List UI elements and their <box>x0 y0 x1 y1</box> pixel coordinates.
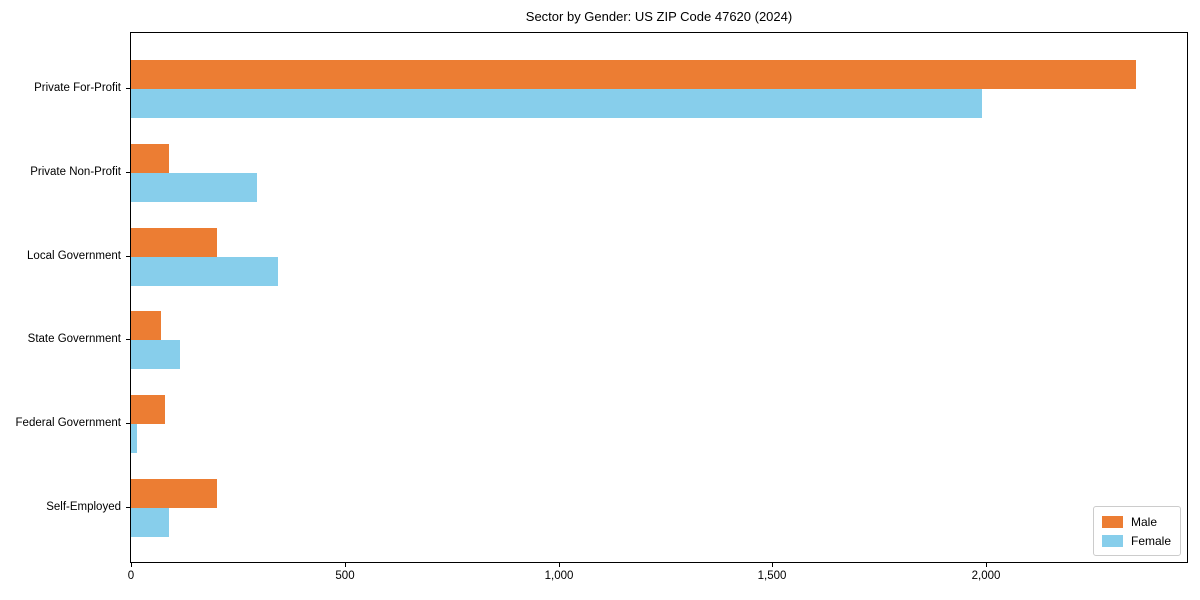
legend-entry-female: Female <box>1101 531 1171 550</box>
x-tick-label-1-500: 1,500 <box>757 570 787 582</box>
plot-area <box>130 32 1188 563</box>
bar-male-local-government <box>131 228 217 257</box>
bar-female-private-for-profit <box>131 89 982 118</box>
bar-male-federal-government <box>131 395 165 424</box>
x-tick-mark <box>131 563 132 567</box>
x-tick-mark <box>772 563 773 567</box>
bar-female-state-government <box>131 340 180 369</box>
y-tick-label-local-government: Local Government <box>27 250 121 262</box>
y-tick-mark <box>126 88 130 89</box>
bar-female-self-employed <box>131 508 169 537</box>
bar-male-self-employed <box>131 479 217 508</box>
legend-swatch-female <box>1101 534 1123 547</box>
y-tick-label-private-for-profit: Private For-Profit <box>34 82 121 94</box>
x-tick-mark <box>559 563 560 567</box>
legend-entry-male: Male <box>1101 512 1171 531</box>
y-tick-label-private-non-profit: Private Non-Profit <box>30 166 121 178</box>
chart-title: Sector by Gender: US ZIP Code 47620 (202… <box>525 9 793 24</box>
bar-female-federal-government <box>131 424 137 453</box>
y-tick-mark <box>126 507 130 508</box>
bar-male-private-non-profit <box>131 144 169 173</box>
x-tick-mark <box>345 563 346 567</box>
legend: Male Female <box>1092 506 1181 556</box>
bar-male-private-for-profit <box>131 60 1136 89</box>
y-tick-label-state-government: State Government <box>27 333 121 345</box>
y-tick-label-self-employed: Self-Employed <box>46 501 121 513</box>
y-tick-mark <box>126 339 130 340</box>
bar-female-private-non-profit <box>131 173 257 202</box>
y-tick-mark <box>126 256 130 257</box>
y-tick-mark <box>126 423 130 424</box>
bar-male-state-government <box>131 311 161 340</box>
y-tick-mark <box>126 172 130 173</box>
x-tick-label-1-000: 1,000 <box>544 570 574 582</box>
legend-label-male: Male <box>1130 514 1157 529</box>
y-tick-label-federal-government: Federal Government <box>15 417 121 429</box>
legend-label-female: Female <box>1130 533 1171 548</box>
x-tick-label-2-000: 2,000 <box>971 570 1001 582</box>
legend-swatch-male <box>1101 515 1123 528</box>
x-tick-mark <box>986 563 987 567</box>
bar-female-local-government <box>131 257 278 286</box>
x-tick-label-0: 0 <box>127 570 135 582</box>
x-tick-label-500: 500 <box>335 570 355 582</box>
